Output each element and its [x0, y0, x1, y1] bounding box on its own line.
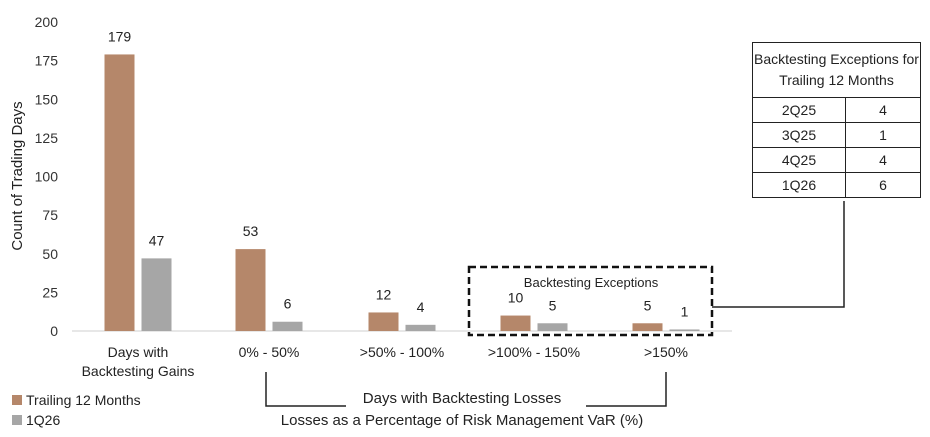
data-label: 12 — [376, 286, 392, 302]
table-cell-count: 4 — [845, 147, 921, 173]
exceptions-table: Backtesting Exceptions for Trailing 12 M… — [752, 42, 921, 198]
legend: Trailing 12 Months 1Q26 — [12, 390, 141, 430]
data-label: 4 — [417, 299, 425, 315]
bar — [500, 315, 531, 331]
exceptions-table-header-row: Backtesting Exceptions for Trailing 12 M… — [752, 42, 921, 98]
legend-swatch — [12, 395, 22, 405]
exceptions-highlight-box — [467, 265, 714, 337]
bars — [104, 54, 700, 331]
y-axis-title: Count of Trading Days — [9, 101, 26, 250]
bar — [104, 54, 135, 331]
table-row: 1Q26 6 — [752, 172, 921, 198]
category-label: >50% - 100% — [360, 344, 444, 360]
bar — [405, 324, 436, 331]
table-row: 4Q25 4 — [752, 147, 921, 173]
category-labels: Days with Backtesting Gains 0% - 50% >50% -… — [82, 344, 688, 379]
y-tick-label: 150 — [35, 91, 59, 107]
table-cell-count: 4 — [845, 97, 921, 123]
table-row: 3Q25 1 — [752, 122, 921, 148]
exceptions-box-label: Backtesting Exceptions — [524, 275, 659, 290]
bar — [632, 323, 663, 331]
losses-bracket — [265, 372, 346, 407]
category-label: Backtesting Gains — [82, 363, 195, 379]
y-tick-label: 200 — [35, 14, 59, 30]
losses-title: Days with Backtesting Losses — [363, 390, 561, 407]
table-connector-line — [712, 201, 845, 308]
bar — [141, 258, 172, 331]
table-cell-count: 6 — [845, 172, 921, 198]
exceptions-table-header: Backtesting Exceptions for Trailing 12 M… — [752, 42, 921, 98]
losses-bracket-right — [586, 372, 667, 407]
y-axis-ticks: 0 25 50 75 100 125 150 175 200 — [35, 14, 59, 339]
bar — [669, 329, 700, 331]
y-tick-label: 75 — [42, 207, 58, 223]
category-label: >100% - 150% — [488, 344, 580, 360]
data-label: 5 — [644, 297, 652, 313]
y-tick-label: 125 — [35, 130, 59, 146]
table-cell-quarter: 1Q26 — [752, 172, 846, 198]
data-label: 47 — [149, 232, 165, 248]
data-label: 10 — [508, 290, 524, 306]
x-axis-title: Losses as a Percentage of Risk Managemen… — [281, 412, 643, 429]
table-row: 2Q25 4 — [752, 97, 921, 123]
data-label: 5 — [549, 297, 557, 313]
legend-swatch — [12, 415, 22, 425]
table-cell-quarter: 4Q25 — [752, 147, 846, 173]
y-tick-label: 0 — [50, 323, 58, 339]
category-label: Days with — [108, 344, 169, 360]
legend-label: Trailing 12 Months — [26, 392, 141, 408]
data-label: 1 — [681, 303, 689, 319]
category-label: >150% — [644, 344, 688, 360]
bar — [272, 321, 303, 331]
data-labels: 179 53 12 10 5 47 6 4 5 1 — [108, 28, 689, 319]
table-cell-quarter: 3Q25 — [752, 122, 846, 148]
data-label: 53 — [243, 223, 259, 239]
legend-item-trailing: Trailing 12 Months — [12, 390, 141, 410]
y-tick-label: 175 — [35, 53, 59, 69]
data-label: 179 — [108, 28, 132, 44]
y-tick-label: 50 — [42, 246, 58, 262]
table-cell-quarter: 2Q25 — [752, 97, 846, 123]
bar — [537, 323, 568, 331]
legend-item-1q26: 1Q26 — [12, 410, 141, 430]
y-tick-label: 25 — [42, 284, 58, 300]
data-label: 6 — [284, 296, 292, 312]
bar — [368, 312, 399, 331]
category-label: 0% - 50% — [239, 344, 300, 360]
legend-label: 1Q26 — [26, 412, 61, 428]
bar — [235, 249, 266, 331]
y-tick-label: 100 — [35, 169, 59, 185]
table-cell-count: 1 — [845, 122, 921, 148]
